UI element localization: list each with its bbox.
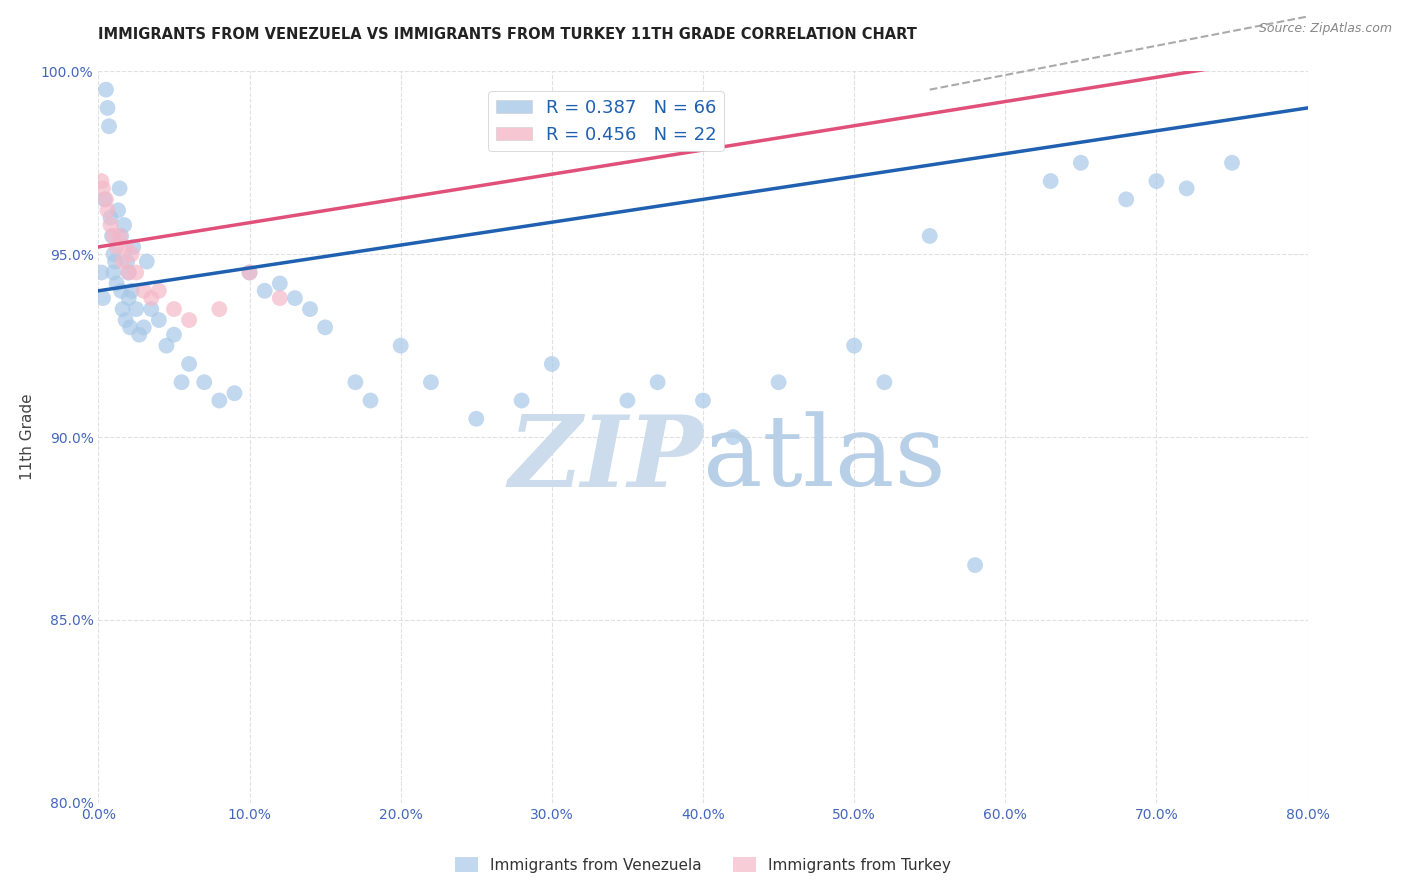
- Point: [141, 301, 163, 317]
- Point: [873, 376, 896, 390]
- Point: [103, 229, 125, 244]
- Point: [170, 376, 193, 390]
- Text: atlas: atlas: [703, 411, 946, 507]
- Point: [692, 393, 714, 408]
- Point: [115, 254, 138, 268]
- Point: [723, 430, 745, 444]
- Point: [540, 357, 562, 371]
- Point: [965, 558, 987, 573]
- Point: [96, 203, 118, 218]
- Point: [111, 301, 134, 317]
- Point: [128, 327, 150, 342]
- Point: [647, 376, 669, 390]
- Point: [108, 229, 131, 244]
- Point: [284, 291, 307, 305]
- Point: [163, 301, 186, 317]
- Point: [1070, 155, 1092, 169]
- Point: [510, 393, 533, 408]
- Point: [269, 291, 291, 305]
- Point: [1220, 54, 1243, 68]
- Point: [224, 386, 246, 401]
- Point: [121, 247, 143, 261]
- Point: [100, 211, 122, 225]
- Legend: Immigrants from Venezuela, Immigrants from Turkey: Immigrants from Venezuela, Immigrants fr…: [450, 851, 956, 879]
- Point: [112, 218, 135, 232]
- Point: [269, 277, 291, 291]
- Point: [98, 120, 121, 134]
- Point: [118, 266, 141, 280]
- Point: [1146, 174, 1168, 188]
- Point: [616, 393, 638, 408]
- Point: [108, 181, 131, 195]
- Point: [360, 393, 382, 408]
- Point: [148, 313, 170, 327]
- Point: [90, 174, 112, 188]
- Point: [141, 291, 163, 305]
- Point: [253, 284, 276, 298]
- Point: [104, 254, 127, 268]
- Text: IMMIGRANTS FROM VENEZUELA VS IMMIGRANTS FROM TURKEY 11TH GRADE CORRELATION CHART: IMMIGRANTS FROM VENEZUELA VS IMMIGRANTS …: [98, 27, 917, 42]
- Point: [111, 254, 134, 268]
- Point: [105, 240, 128, 254]
- Point: [132, 320, 155, 334]
- Point: [118, 291, 141, 305]
- Point: [155, 339, 177, 353]
- Point: [299, 301, 322, 317]
- Point: [389, 339, 412, 353]
- Point: [100, 218, 122, 232]
- Y-axis label: 11th Grade: 11th Grade: [20, 393, 35, 481]
- Point: [1220, 155, 1243, 169]
- Point: [208, 393, 231, 408]
- Point: [110, 284, 132, 298]
- Point: [110, 229, 132, 244]
- Point: [1115, 193, 1137, 207]
- Point: [420, 376, 443, 390]
- Point: [91, 181, 114, 195]
- Point: [208, 301, 231, 317]
- Point: [118, 266, 141, 280]
- Point: [1039, 174, 1062, 188]
- Point: [193, 376, 215, 390]
- Point: [239, 266, 262, 280]
- Point: [125, 301, 148, 317]
- Point: [103, 247, 125, 261]
- Point: [135, 254, 157, 268]
- Text: ZIP: ZIP: [508, 411, 703, 508]
- Point: [768, 376, 790, 390]
- Point: [114, 240, 136, 254]
- Point: [239, 266, 262, 280]
- Point: [107, 203, 129, 218]
- Point: [101, 229, 124, 244]
- Point: [918, 229, 941, 244]
- Point: [125, 266, 148, 280]
- Point: [90, 266, 112, 280]
- Point: [179, 357, 201, 371]
- Point: [91, 291, 114, 305]
- Point: [844, 339, 866, 353]
- Point: [105, 277, 128, 291]
- Point: [114, 313, 136, 327]
- Point: [93, 193, 115, 207]
- Point: [163, 327, 186, 342]
- Text: Source: ZipAtlas.com: Source: ZipAtlas.com: [1258, 22, 1392, 36]
- Point: [120, 320, 142, 334]
- Point: [314, 320, 336, 334]
- Point: [148, 284, 170, 298]
- Point: [122, 240, 145, 254]
- Point: [103, 266, 125, 280]
- Point: [179, 313, 201, 327]
- Point: [465, 412, 488, 426]
- Point: [94, 193, 117, 207]
- Point: [344, 376, 367, 390]
- Point: [96, 101, 118, 115]
- Point: [132, 284, 155, 298]
- Point: [1175, 181, 1198, 195]
- Point: [121, 284, 143, 298]
- Point: [94, 83, 117, 97]
